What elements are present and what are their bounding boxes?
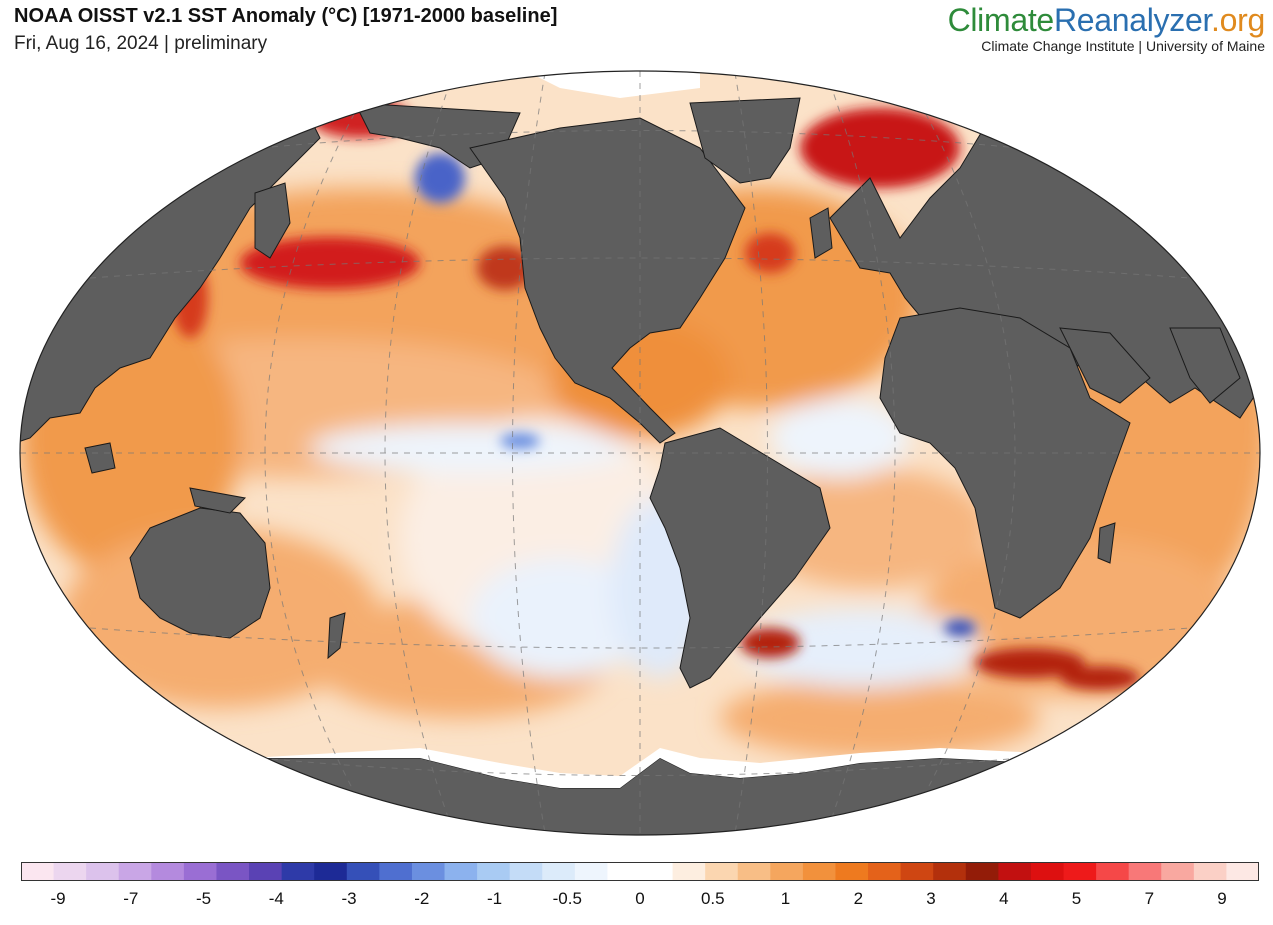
colorbar-swatch xyxy=(183,862,218,881)
globe-outline xyxy=(19,70,1261,836)
brand-logo-part-climate: Climate xyxy=(947,2,1055,38)
colorbar-swatch xyxy=(86,862,120,881)
colorbar-swatch xyxy=(314,862,348,881)
colorbar-swatch xyxy=(281,862,315,881)
colorbar-swatch xyxy=(607,862,641,881)
colorbar-tick-label: 4 xyxy=(999,889,1008,908)
colorbar-swatch xyxy=(1063,862,1097,881)
colorbar-swatch xyxy=(1161,862,1195,881)
colorbar-swatch xyxy=(249,862,283,881)
colorbar-swatch xyxy=(216,862,250,881)
colorbar-swatch xyxy=(379,862,413,881)
colorbar-swatch xyxy=(1128,862,1162,881)
colorbar-tick-label: -4 xyxy=(269,889,284,908)
colorbar-swatch xyxy=(802,862,837,881)
colorbar-swatch xyxy=(672,862,706,881)
colorbar-swatch xyxy=(151,862,185,881)
colorbar-swatch xyxy=(965,862,999,881)
colorbar-tick-label: -2 xyxy=(414,889,429,908)
colorbar-swatch xyxy=(444,862,478,881)
colorbar-tick-label: -3 xyxy=(341,889,356,908)
land-new-zealand xyxy=(327,612,346,660)
colorbar-tick-label: 9 xyxy=(1217,889,1226,908)
colorbar-swatch xyxy=(900,862,934,881)
colorbar-swatch xyxy=(1096,862,1130,881)
land-madagascar xyxy=(1097,522,1116,564)
sst-anomaly-map xyxy=(0,58,1273,848)
brand-logo-part-reanalyzer: Reanalyzer xyxy=(1053,2,1212,38)
colorbar-swatch xyxy=(509,862,543,881)
colorbar-swatch xyxy=(705,862,739,881)
land-south-america xyxy=(649,427,831,689)
colorbar-swatch xyxy=(737,862,771,881)
colorbar-tick-label: 0.5 xyxy=(701,889,725,908)
colorbar-swatch xyxy=(21,862,55,881)
colorbar-tick-label: -5 xyxy=(196,889,211,908)
colorbar-tick-label: 1 xyxy=(781,889,790,908)
colorbar-tick-label: 5 xyxy=(1072,889,1081,908)
sea-ice-antarctic xyxy=(250,748,1040,788)
colorbar-tick-label: 3 xyxy=(926,889,935,908)
brand-tagline: Climate Change Institute | University of… xyxy=(981,38,1265,54)
colorbar-swatch xyxy=(1030,862,1065,881)
land-uk xyxy=(809,207,833,259)
colorbar-swatch xyxy=(1226,862,1260,881)
colorbar-swatch xyxy=(933,862,967,881)
colorbar-swatch xyxy=(1193,862,1228,881)
colorbar-tick-label: -7 xyxy=(123,889,138,908)
colorbar-swatch xyxy=(411,862,446,881)
colorbar: -9 -7 -5 -4 -3 -2 -1 -0.5 0 0.5 1 2 3 4 5 7 9 xyxy=(21,862,1260,920)
colorbar-tick-label: -1 xyxy=(487,889,502,908)
map-subtitle: Fri, Aug 16, 2024 | preliminary xyxy=(14,33,268,54)
land-india xyxy=(1169,327,1241,404)
land-kamchatka xyxy=(254,182,291,259)
colorbar-swatch xyxy=(346,862,380,881)
colorbar-tick-label: 2 xyxy=(854,889,863,908)
colorbar-swatch xyxy=(53,862,87,881)
colorbar-swatch xyxy=(477,862,511,881)
land-greenland xyxy=(689,97,801,184)
colorbar-swatch xyxy=(118,862,152,881)
colorbar-tick-label: 0 xyxy=(635,889,644,908)
colorbar-swatch xyxy=(835,862,869,881)
colorbar-border xyxy=(21,862,1259,881)
land-new-guinea xyxy=(189,487,247,514)
colorbar-swatch xyxy=(998,862,1032,881)
land-arabia xyxy=(1059,327,1151,404)
colorbar-swatch xyxy=(868,862,902,881)
colorbar-swatch xyxy=(542,862,576,881)
colorbar-tick-label: 7 xyxy=(1145,889,1154,908)
land-borneo xyxy=(84,442,116,474)
colorbar-swatch xyxy=(574,862,609,881)
land-australia xyxy=(129,507,271,639)
colorbar-swatch xyxy=(640,862,674,881)
brand-logo[interactable]: ClimateReanalyzer.org xyxy=(947,2,1266,39)
colorbar-tick-label: -0.5 xyxy=(553,889,582,908)
brand-logo-part-org: .org xyxy=(1211,2,1265,38)
sea-ice-arctic xyxy=(500,71,700,98)
colorbar-swatch xyxy=(770,862,804,881)
sea-ice xyxy=(250,71,1040,788)
map-title: NOAA OISST v2.1 SST Anomaly (°C) [1971-2… xyxy=(14,5,558,27)
graticule xyxy=(20,71,1260,835)
land-north-america xyxy=(469,117,746,444)
colorbar-tick-label: -9 xyxy=(50,889,65,908)
